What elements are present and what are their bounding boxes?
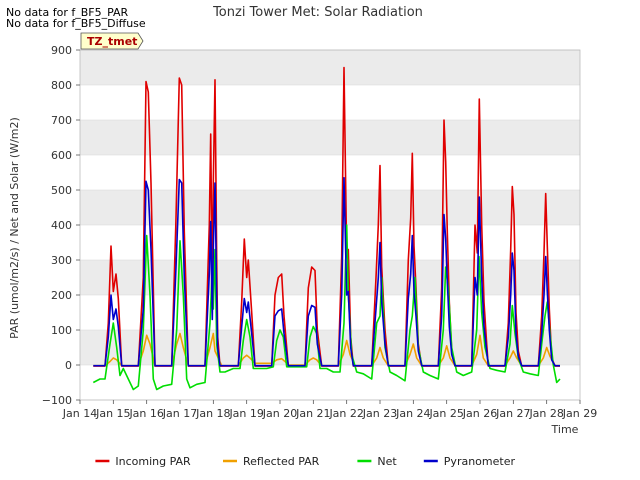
series-line-net bbox=[92, 224, 561, 391]
grid-band bbox=[80, 295, 580, 330]
y-axis-label: PAR (umol/m2/s) / Net and Solar (W/m2) bbox=[8, 117, 21, 339]
x-tick-label: Jan 23 bbox=[362, 407, 397, 420]
x-tick-label: Jan 26 bbox=[462, 407, 497, 420]
legend-label-pyranometer: Pyranometer bbox=[444, 455, 516, 468]
no-data-note-par: No data for f_BF5_PAR bbox=[6, 6, 129, 19]
grid-band bbox=[80, 85, 580, 120]
chart-title: Tonzi Tower Met: Solar Radiation bbox=[212, 5, 423, 20]
x-tick-label: Jan 21 bbox=[295, 407, 330, 420]
legend-label-incoming-par: Incoming PAR bbox=[115, 455, 191, 468]
x-tick-label: Jan 20 bbox=[262, 407, 297, 420]
x-tick-label: Jan 24 bbox=[395, 407, 430, 420]
y-tick-label: 0 bbox=[65, 359, 72, 372]
x-tick-label: Jan 19 bbox=[228, 407, 263, 420]
grid-band bbox=[80, 155, 580, 190]
grid-band bbox=[80, 225, 580, 260]
x-tick-label: Jan 17 bbox=[162, 407, 197, 420]
x-tick-label: Jan 29 bbox=[562, 407, 597, 420]
series-line-pyranometer bbox=[93, 177, 560, 367]
y-tick-label: 100 bbox=[51, 324, 72, 337]
y-tick-label: 300 bbox=[51, 254, 72, 267]
y-tick-label: −100 bbox=[42, 394, 72, 407]
x-tick-label: Jan 25 bbox=[428, 407, 463, 420]
y-tick-label: 600 bbox=[51, 149, 72, 162]
x-tick-label: Jan 15 bbox=[95, 407, 130, 420]
x-tick-label: Jan 18 bbox=[195, 407, 230, 420]
legend-label-net: Net bbox=[377, 455, 397, 468]
x-tick-label: Jan 27 bbox=[495, 407, 530, 420]
y-tick-label: 500 bbox=[51, 184, 72, 197]
no-data-note-diffuse: No data for f_BF5_Diffuse bbox=[6, 17, 146, 30]
y-tick-label: 200 bbox=[51, 289, 72, 302]
y-tick-label: 900 bbox=[51, 44, 72, 57]
site-label: TZ_tmet bbox=[87, 35, 137, 48]
x-tick-label: Jan 22 bbox=[328, 407, 363, 420]
y-tick-label: 800 bbox=[51, 79, 72, 92]
y-tick-label: 700 bbox=[51, 114, 72, 127]
x-axis-label: Time bbox=[551, 423, 579, 436]
x-tick-label: Jan 14 bbox=[62, 407, 97, 420]
y-tick-label: 400 bbox=[51, 219, 72, 232]
site-label-badge: TZ_tmet bbox=[80, 32, 144, 50]
x-tick-label: Jan 28 bbox=[528, 407, 563, 420]
legend: Incoming PAR Reflected PAR Net Pyranometer bbox=[95, 455, 515, 468]
legend-label-reflected-par: Reflected PAR bbox=[243, 455, 320, 468]
x-tick-label: Jan 16 bbox=[128, 407, 163, 420]
series-layer bbox=[92, 66, 561, 391]
